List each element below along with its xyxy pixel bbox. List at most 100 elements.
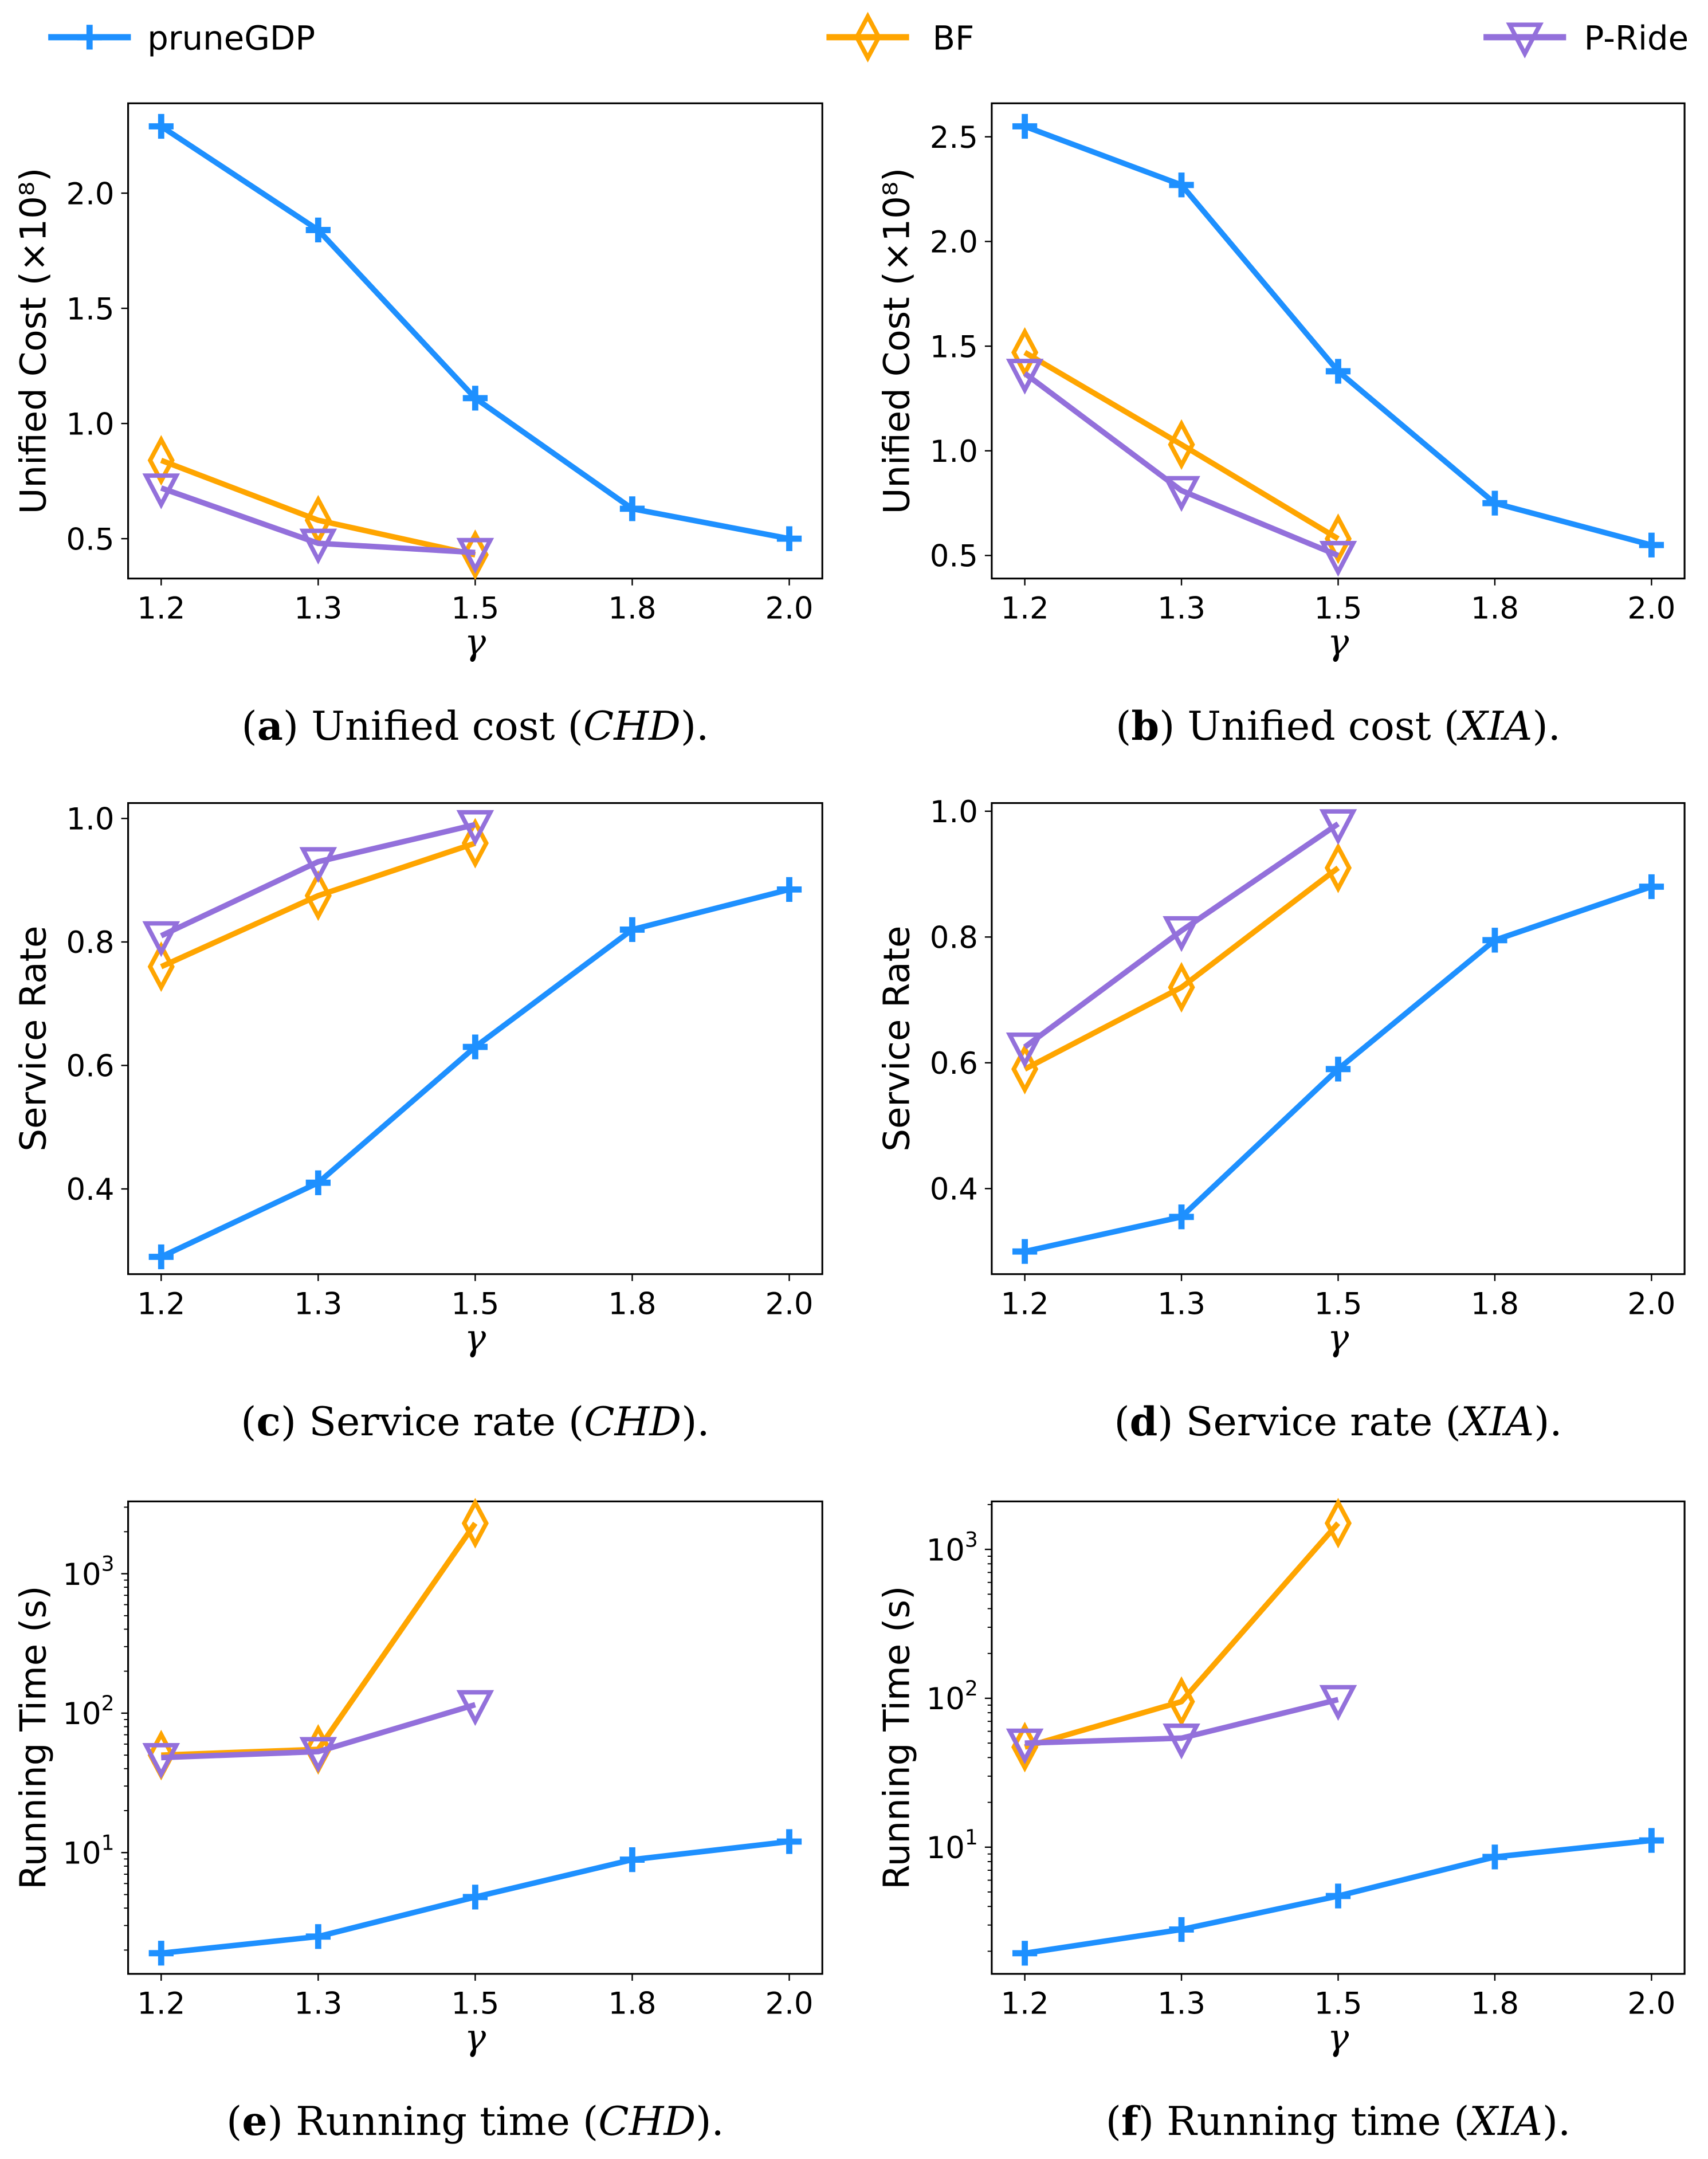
caption-dataset: XIA <box>1458 1399 1534 1445</box>
legend-label: pruneGDP <box>147 19 315 58</box>
caption-sep: ) <box>1159 703 1187 749</box>
y-tick-exponent: 1 <box>965 1826 978 1850</box>
y-tick-label: 0.6 <box>930 1046 978 1081</box>
series-line <box>160 457 476 558</box>
data-point-plus-icon <box>1639 532 1664 558</box>
data-point-diamond-icon <box>147 941 175 992</box>
caption-close: ). <box>696 2098 724 2145</box>
legend-diamond-icon <box>854 11 882 63</box>
data-point-triangle-down-icon <box>299 528 337 565</box>
x-tick-label: 1.2 <box>137 1987 185 2021</box>
caption-dataset: CHD <box>584 1399 681 1445</box>
series-line <box>1024 1697 1339 1746</box>
y-tick-exponent: 2 <box>101 1691 115 1716</box>
caption-sep: ) <box>281 1399 309 1445</box>
series-line <box>160 841 476 969</box>
x-axis-label: γ <box>1328 1317 1349 1359</box>
series-bf <box>147 1498 489 1781</box>
y-tick-label: 2.5 <box>930 120 978 155</box>
data-point-diamond-icon <box>1168 1676 1195 1727</box>
panel-caption: (b) Unified cost (XIA). <box>1116 703 1561 749</box>
x-tick-label: 2.0 <box>1627 1286 1675 1321</box>
data-point-plus-icon <box>305 1924 331 1949</box>
y-tick-label: 0.4 <box>930 1172 978 1207</box>
data-point-plus-icon <box>1639 1828 1664 1853</box>
legend-plus-icon <box>77 25 102 50</box>
x-tick-label: 1.8 <box>1471 591 1519 626</box>
data-point-plus-icon <box>776 1829 802 1854</box>
caption-paren: ( <box>556 1399 584 1445</box>
y-tick-label: 103 <box>926 1528 978 1568</box>
x-tick-label: 1.5 <box>1314 1286 1362 1321</box>
series-line <box>1023 821 1340 1050</box>
caption-open: ( <box>1116 703 1131 749</box>
caption-paren: ( <box>570 2098 598 2145</box>
caption-letter: e <box>242 2098 267 2145</box>
caption-close: ). <box>1533 703 1561 749</box>
x-axis-label: γ <box>465 621 486 663</box>
x-axis-label: γ <box>1328 621 1349 663</box>
data-point-diamond-icon <box>304 870 332 921</box>
data-point-diamond-icon <box>1011 1043 1039 1095</box>
y-tick-label: 1.0 <box>66 802 114 837</box>
data-point-diamond-icon <box>1168 961 1195 1013</box>
series-line <box>159 124 790 541</box>
series-line <box>1024 1521 1341 1750</box>
y-axis-label: Service Rate <box>876 926 918 1152</box>
caption-dataset: CHD <box>598 2098 696 2145</box>
chart-panel-a: 1.2 1.3 1.5 1.8 2.0 γ 0.5 1.0 1.5 2.0 Unified Cost… <box>12 102 823 749</box>
caption-sep: ) <box>1138 2098 1167 2145</box>
y-axis-label: Unified Cost (×10⁸) <box>876 168 918 515</box>
plot-area <box>991 102 1686 580</box>
data-point-diamond-icon <box>461 529 489 580</box>
data-point-plus-icon <box>1169 1204 1194 1230</box>
data-point-diamond-icon <box>461 818 489 869</box>
data-point-plus-icon <box>1169 172 1194 198</box>
x-tick-label: 1.3 <box>294 1987 342 2021</box>
data-point-plus-icon <box>462 1034 488 1059</box>
data-point-triangle-down-icon <box>1006 1728 1044 1765</box>
y-tick-label: 1.5 <box>930 329 978 364</box>
y-tick-label: 1.0 <box>930 795 978 830</box>
caption-sep: ) <box>1157 1399 1185 1445</box>
panels: 1.2 1.3 1.5 1.8 2.0 γ 0.5 1.0 1.5 2.0 Unified Cost… <box>12 102 1686 2145</box>
x-tick-label: 1.8 <box>1471 1987 1519 2021</box>
series-prunegdp <box>148 877 802 1270</box>
x-tick-label: 1.3 <box>1157 1987 1206 2021</box>
data-point-plus-icon <box>1639 874 1664 900</box>
x-tick-label: 1.8 <box>608 1286 656 1321</box>
plot-area <box>991 802 1686 1275</box>
data-point-plus-icon <box>148 113 174 139</box>
x-tick-label: 2.0 <box>1627 1987 1675 2021</box>
data-point-plus-icon <box>776 877 802 902</box>
data-point-diamond-icon <box>1324 842 1352 893</box>
x-tick-label: 1.2 <box>1001 1286 1049 1321</box>
y-tick-label: 0.5 <box>66 522 114 557</box>
x-tick-label: 2.0 <box>765 591 813 626</box>
legend-item-prunegdp: pruneGDP <box>48 19 315 58</box>
data-point-plus-icon <box>619 496 645 521</box>
y-tick-exponent: 3 <box>965 1528 978 1552</box>
data-point-diamond-icon <box>1011 327 1039 378</box>
caption-sep: ) <box>283 703 311 749</box>
data-point-plus-icon <box>1325 1883 1351 1909</box>
data-point-plus-icon <box>462 1885 488 1910</box>
data-point-triangle-down-icon <box>142 1742 180 1779</box>
x-tick-label: 1.5 <box>451 1987 499 2021</box>
chart-panel-b: 1.2 1.3 1.5 1.8 2.0 γ 0.5 1.0 1.5 2.0 2.5 Unified C… <box>876 102 1686 749</box>
y-tick-exponent: 3 <box>101 1552 115 1576</box>
caption-text: Unified cost <box>311 703 555 749</box>
y-tick-label: 1.5 <box>66 292 114 327</box>
data-point-plus-icon <box>148 1244 174 1270</box>
series-p-ride <box>142 1690 494 1779</box>
data-point-triangle-down-icon <box>299 847 337 884</box>
caption-text: Running time <box>1167 2098 1441 2145</box>
panel-caption: (d) Service rate (XIA). <box>1114 1399 1562 1445</box>
data-point-triangle-down-icon <box>1319 1685 1357 1721</box>
panel-caption: (c) Service rate (CHD). <box>241 1399 709 1445</box>
data-point-triangle-down-icon <box>142 473 180 509</box>
data-point-plus-icon <box>619 917 645 943</box>
series-p-ride <box>1006 809 1357 1069</box>
x-tick-label: 2.0 <box>1627 591 1675 626</box>
